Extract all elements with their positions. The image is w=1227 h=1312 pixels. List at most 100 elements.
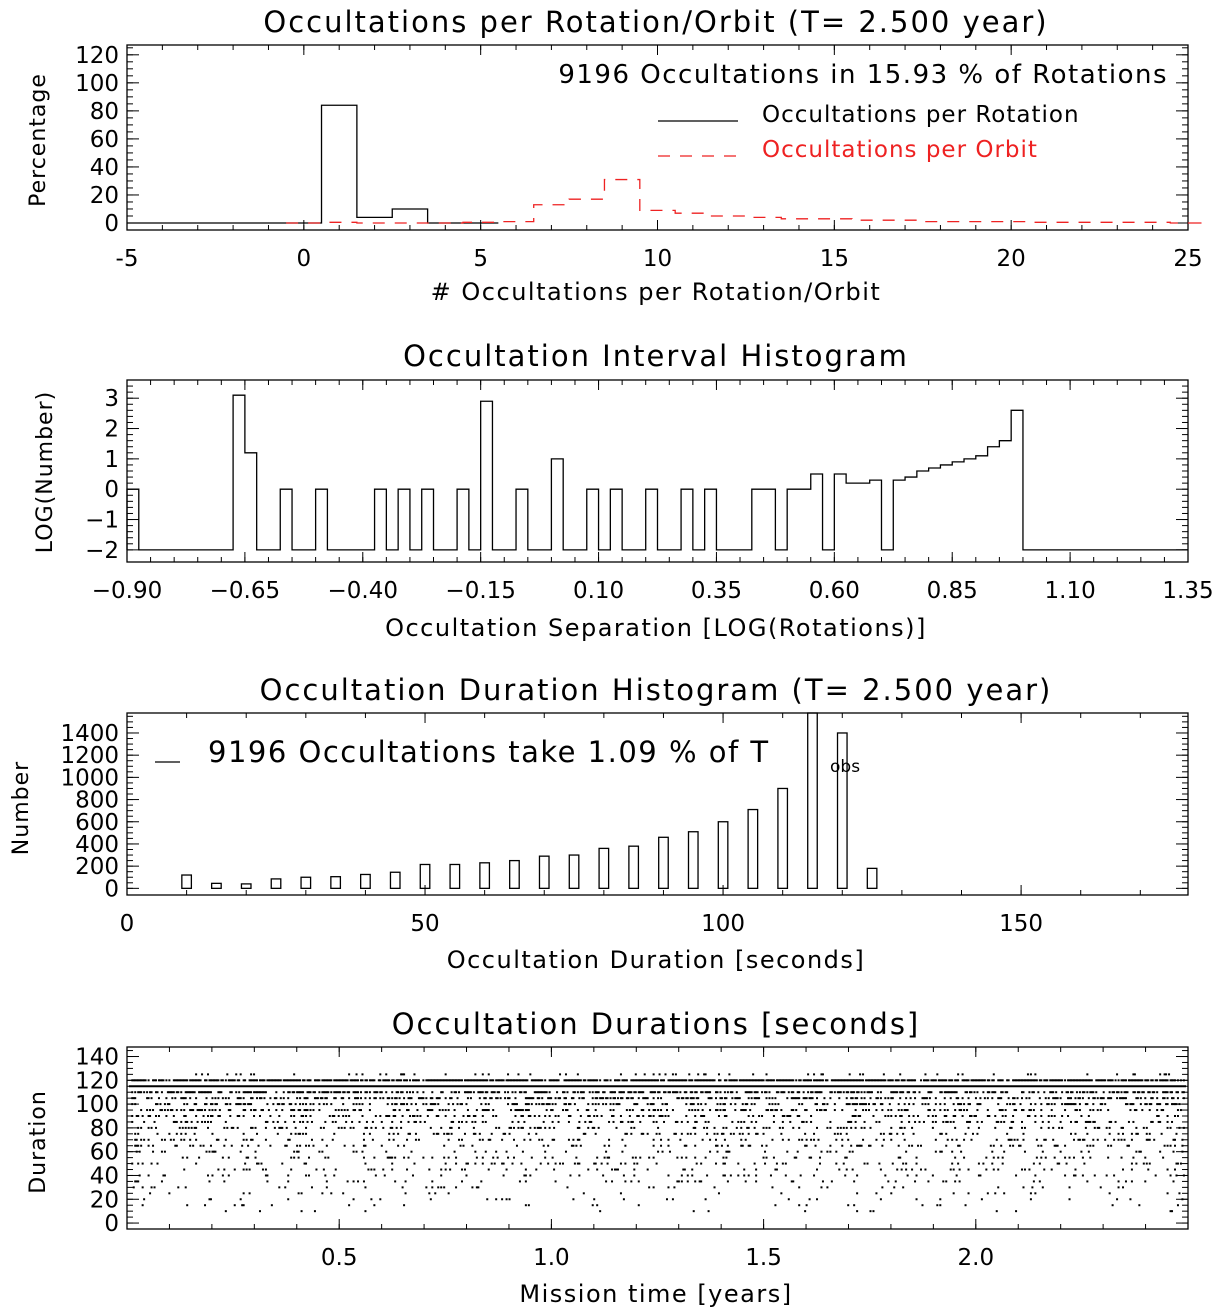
duration-point xyxy=(364,1144,367,1147)
duration-point xyxy=(795,1156,798,1159)
duration-point xyxy=(198,1109,201,1112)
duration-point xyxy=(312,1109,315,1112)
duration-point xyxy=(833,1103,836,1106)
duration-point xyxy=(275,1079,278,1082)
duration-point xyxy=(722,1132,725,1135)
duration-point xyxy=(744,1091,747,1094)
duration-point xyxy=(606,1079,609,1082)
duration-point xyxy=(615,1126,618,1129)
duration-point xyxy=(802,1079,805,1082)
duration-point xyxy=(755,1079,758,1082)
duration-point xyxy=(466,1097,469,1100)
duration-point xyxy=(986,1109,989,1112)
duration-point xyxy=(556,1091,559,1094)
duration-point xyxy=(529,1138,532,1141)
duration-point xyxy=(409,1091,412,1094)
duration-point xyxy=(939,1132,942,1135)
duration-point xyxy=(1087,1079,1090,1082)
duration-point xyxy=(683,1091,686,1094)
duration-point xyxy=(1074,1109,1077,1112)
duration-point xyxy=(680,1132,683,1135)
duration-point xyxy=(694,1109,697,1112)
duration-point xyxy=(836,1126,839,1129)
duration-point xyxy=(1099,1079,1102,1082)
duration-point xyxy=(1157,1103,1160,1106)
duration-point xyxy=(1139,1097,1142,1100)
duration-point xyxy=(478,1138,481,1141)
duration-point xyxy=(403,1156,406,1159)
duration-point xyxy=(155,1091,158,1094)
duration-point xyxy=(847,1091,850,1094)
duration-point xyxy=(697,1097,700,1100)
duration-point xyxy=(772,1114,775,1117)
x-tick-label: 0 xyxy=(297,246,312,272)
duration-point xyxy=(790,1079,793,1082)
duration-point xyxy=(493,1091,496,1094)
duration-point xyxy=(538,1126,541,1129)
duration-point xyxy=(882,1132,885,1135)
duration-point xyxy=(717,1079,720,1082)
duration-point xyxy=(365,1126,368,1129)
duration-point xyxy=(357,1180,360,1183)
duration-point xyxy=(608,1156,611,1159)
duration-point xyxy=(450,1091,453,1094)
duration-point xyxy=(471,1144,474,1147)
duration-point xyxy=(1138,1150,1141,1153)
duration-point xyxy=(909,1097,912,1100)
duration-point xyxy=(667,1174,670,1177)
duration-point xyxy=(908,1091,911,1094)
duration-point xyxy=(667,1138,670,1141)
duration-point xyxy=(1013,1103,1016,1106)
duration-point xyxy=(417,1097,420,1100)
duration-point xyxy=(321,1079,324,1082)
duration-point xyxy=(309,1114,312,1117)
duration-point xyxy=(945,1120,948,1123)
duration-point xyxy=(156,1162,159,1165)
duration-point xyxy=(401,1073,404,1076)
duration-point xyxy=(817,1079,820,1082)
duration-point xyxy=(582,1132,585,1135)
duration-point xyxy=(1133,1091,1136,1094)
duration-point xyxy=(783,1114,786,1117)
duration-point xyxy=(786,1150,789,1153)
duration-point xyxy=(1129,1109,1132,1112)
duration-point xyxy=(1116,1097,1119,1100)
duration-point xyxy=(1141,1109,1144,1112)
duration-point xyxy=(995,1138,998,1141)
duration-point xyxy=(960,1150,963,1153)
duration-point xyxy=(723,1174,726,1177)
duration-point xyxy=(1104,1103,1107,1106)
duration-point xyxy=(319,1097,322,1100)
duration-point xyxy=(1047,1103,1050,1106)
duration-point xyxy=(357,1097,360,1100)
duration-point xyxy=(810,1138,813,1141)
duration-point xyxy=(495,1097,498,1100)
duration-point xyxy=(441,1091,444,1094)
duration-point xyxy=(939,1150,942,1153)
duration-point xyxy=(557,1079,560,1082)
duration-point xyxy=(569,1174,572,1177)
duration-point xyxy=(1044,1097,1047,1100)
duration-point xyxy=(634,1079,637,1082)
duration-point xyxy=(554,1180,557,1183)
duration-point xyxy=(796,1150,799,1153)
duration-point xyxy=(1171,1103,1174,1106)
duration-point xyxy=(533,1126,536,1129)
panel-interval-histogram: Occultation Interval Histogram Occultati… xyxy=(33,339,1214,642)
duration-point xyxy=(957,1079,960,1082)
duration-point xyxy=(404,1180,407,1183)
duration-point xyxy=(1025,1079,1028,1082)
duration-point xyxy=(700,1162,703,1165)
duration-point xyxy=(545,1103,548,1106)
duration-point xyxy=(704,1079,707,1082)
duration-point xyxy=(922,1079,925,1082)
duration-point xyxy=(196,1120,199,1123)
duration-point xyxy=(658,1132,661,1135)
duration-point xyxy=(1046,1103,1049,1106)
duration-point xyxy=(1059,1097,1062,1100)
duration-point xyxy=(544,1079,547,1082)
duration-point xyxy=(570,1079,573,1082)
duration-point xyxy=(340,1126,343,1129)
duration-point xyxy=(507,1079,510,1082)
duration-point xyxy=(337,1109,340,1112)
